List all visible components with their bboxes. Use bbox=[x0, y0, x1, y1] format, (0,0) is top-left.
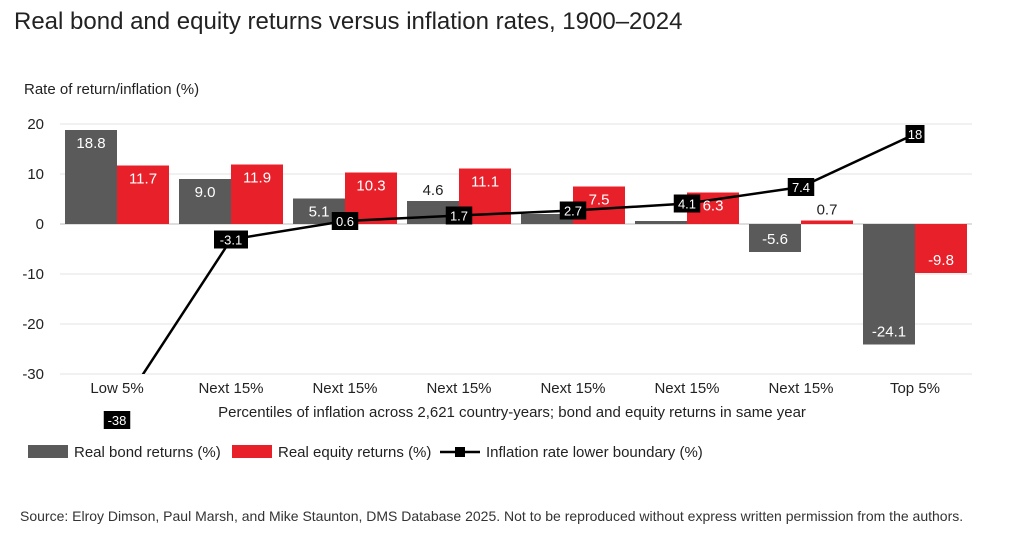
bond-bar bbox=[179, 179, 231, 224]
y-tick-label: 20 bbox=[27, 116, 44, 133]
x-tick-label: Next 15% bbox=[540, 380, 605, 397]
y-axis-label: Rate of return/inflation (%) bbox=[24, 81, 199, 98]
x-tick-label: Low 5% bbox=[90, 380, 143, 397]
legend-swatch-equity bbox=[232, 445, 272, 458]
inflation-line: -38 -3.1 0.6 1.7 2.7 4.1 7.4 18 bbox=[103, 125, 925, 429]
equity-bar bbox=[801, 220, 853, 224]
bars bbox=[65, 130, 967, 345]
x-tick-label: Top 5% bbox=[890, 380, 940, 397]
equity-value-label: 11.9 bbox=[243, 170, 271, 187]
bond-value-label: -5.6 bbox=[762, 231, 788, 248]
y-tick-label: -20 bbox=[22, 316, 44, 333]
y-tick-label: 10 bbox=[27, 166, 44, 183]
bond-value-label: -24.1 bbox=[872, 324, 906, 341]
inflation-value-label: 2.7 bbox=[564, 204, 582, 219]
equity-bar bbox=[117, 165, 169, 224]
bond-bar bbox=[749, 224, 801, 252]
inflation-value-label: 4.1 bbox=[678, 197, 696, 212]
inflation-value-label: 0.6 bbox=[336, 214, 354, 229]
x-axis-label: Percentiles of inflation across 2,621 co… bbox=[218, 404, 806, 421]
y-tick-labels: 20 10 0 -10 -20 -30 bbox=[22, 116, 44, 383]
chart-canvas: Rate of return/inflation (%) 20 10 0 -10 -20… bbox=[22, 81, 972, 461]
bond-bar bbox=[863, 224, 915, 345]
inflation-marker bbox=[559, 201, 587, 220]
equity-value-label: 10.3 bbox=[356, 178, 385, 195]
inflation-marker bbox=[905, 125, 925, 143]
chart-title: Real bond and equity returns versus infl… bbox=[14, 8, 683, 35]
grid-lines bbox=[60, 123, 972, 375]
inflation-value-label: 1.7 bbox=[450, 209, 468, 224]
legend: Real bond returns (%) Real equity returns… bbox=[28, 444, 703, 461]
x-tick-label: Next 15% bbox=[654, 380, 719, 397]
bond-value-label: 18.8 bbox=[76, 135, 105, 152]
inflation-value-label: -38 bbox=[108, 413, 127, 428]
source-note: Source: Elroy Dimson, Paul Marsh, and Mi… bbox=[20, 508, 964, 524]
inflation-marker bbox=[787, 178, 815, 196]
bond-value-label: 5.1 bbox=[309, 204, 330, 221]
inflation-marker bbox=[673, 194, 701, 213]
equity-bar bbox=[231, 164, 283, 224]
equity-value-label: 11.1 bbox=[471, 174, 499, 191]
equity-value-label: 7.5 bbox=[589, 192, 610, 209]
y-tick-label: -10 bbox=[22, 266, 44, 283]
equity-value-label: 0.7 bbox=[817, 202, 838, 219]
legend-swatch-bond bbox=[28, 445, 68, 458]
inflation-marker bbox=[103, 411, 131, 429]
x-tick-labels: Low 5% Next 15% Next 15% Next 15% Next 15% Ne… bbox=[90, 380, 940, 397]
equity-value-label: 6.3 bbox=[703, 198, 724, 215]
bond-value-label: 9.0 bbox=[195, 184, 216, 201]
equity-value-label: 11.7 bbox=[129, 171, 157, 188]
bond-bar bbox=[65, 130, 117, 224]
inflation-marker bbox=[445, 206, 473, 225]
bar-value-labels: 18.8 11.7 9.0 11.9 5.1 10.3 4.6 11.1 7.5 6.3 -5.6 0… bbox=[76, 135, 954, 341]
legend-label-bond: Real bond returns (%) bbox=[74, 444, 221, 461]
legend-label-inflation: Inflation rate lower boundary (%) bbox=[486, 444, 703, 461]
inflation-value-label: 18 bbox=[908, 127, 922, 142]
bond-value-label: 4.6 bbox=[423, 182, 444, 199]
inflation-value-label: -3.1 bbox=[220, 233, 242, 248]
x-tick-label: Next 15% bbox=[198, 380, 263, 397]
x-tick-label: Next 15% bbox=[312, 380, 377, 397]
equity-bar bbox=[915, 224, 967, 273]
x-tick-label: Next 15% bbox=[426, 380, 491, 397]
inflation-marker bbox=[331, 212, 359, 230]
inflation-value-label: 7.4 bbox=[792, 180, 810, 195]
y-tick-label: -30 bbox=[22, 366, 44, 383]
inflation-series-line bbox=[141, 132, 916, 374]
bond-bar bbox=[635, 221, 687, 224]
legend-label-equity: Real equity returns (%) bbox=[278, 444, 431, 461]
equity-value-label: -9.8 bbox=[928, 252, 954, 269]
inflation-marker bbox=[214, 230, 248, 249]
bond-bar bbox=[521, 214, 573, 224]
y-tick-label: 0 bbox=[36, 216, 44, 233]
legend-marker-inflation bbox=[455, 447, 465, 457]
x-tick-label: Next 15% bbox=[768, 380, 833, 397]
